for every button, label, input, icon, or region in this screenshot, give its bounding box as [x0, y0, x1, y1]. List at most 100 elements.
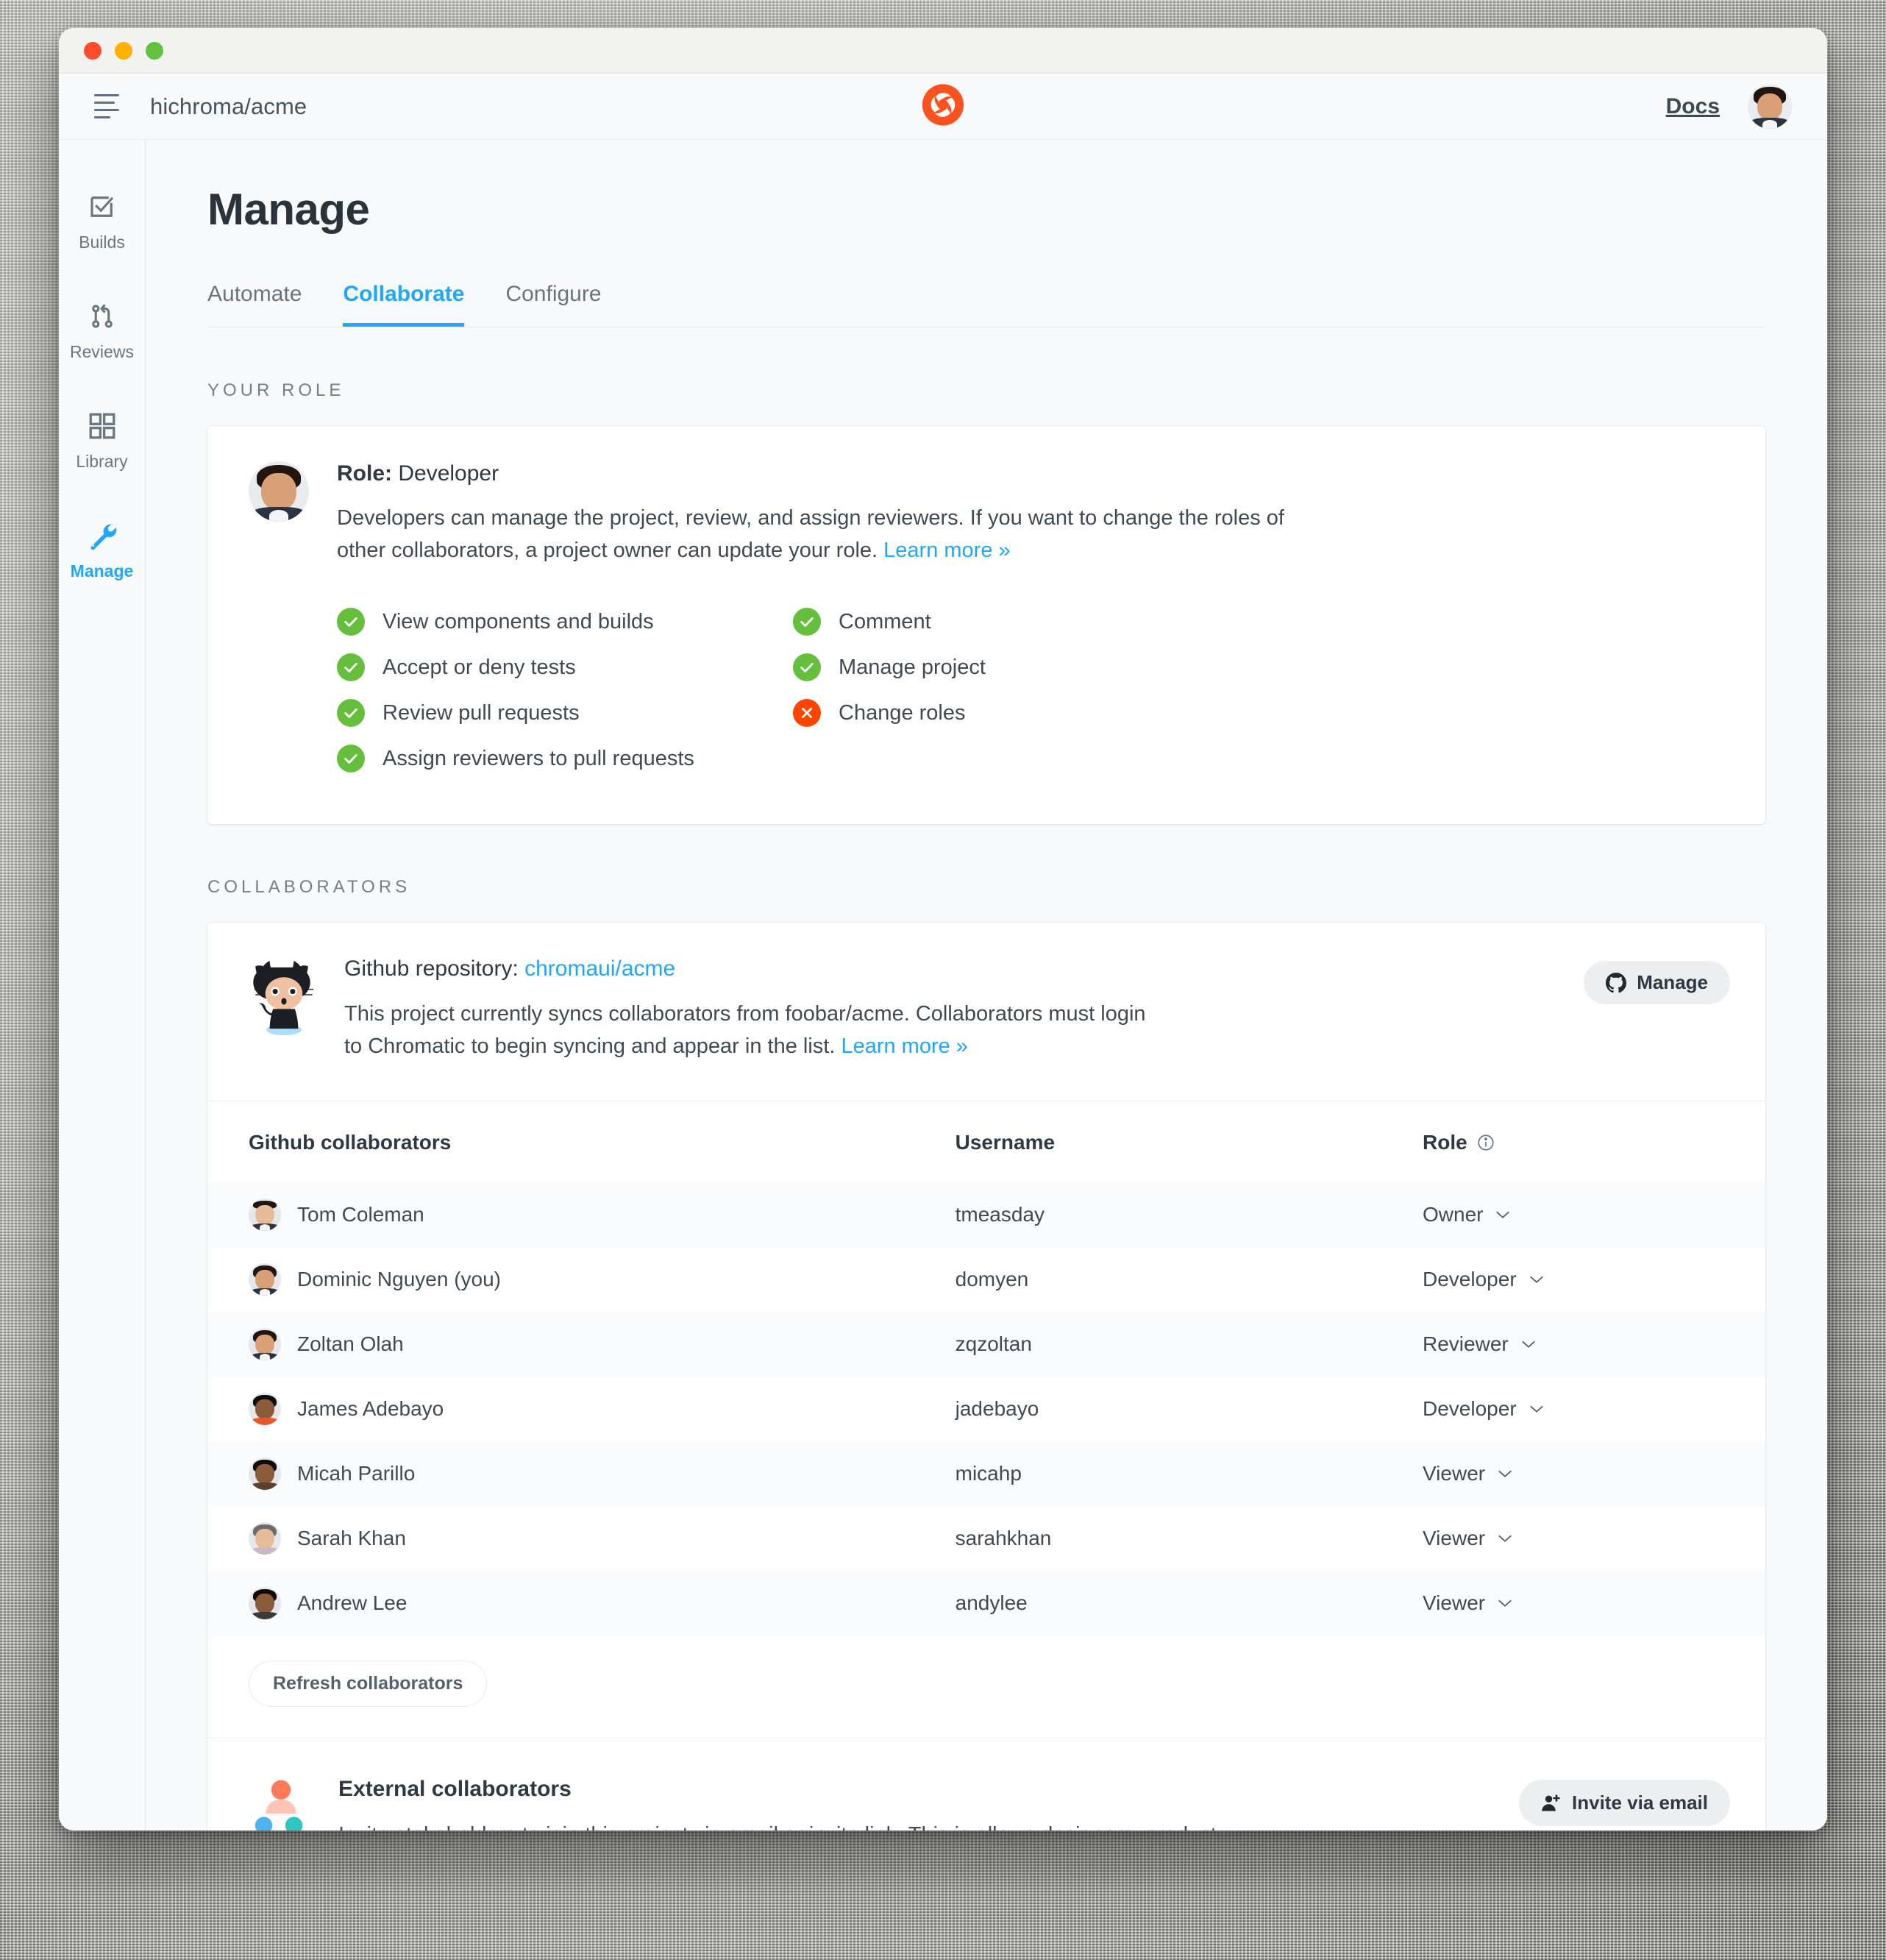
avatar	[249, 1587, 281, 1620]
table-row[interactable]: Tom Coleman tmeasday Owner	[207, 1182, 1765, 1248]
docs-link[interactable]: Docs	[1665, 93, 1720, 118]
person-plus-icon	[1542, 1794, 1560, 1811]
collaborator-role: Developer	[1423, 1268, 1517, 1291]
info-icon[interactable]	[1476, 1133, 1495, 1152]
refresh-collaborators-button[interactable]: Refresh collaborators	[249, 1661, 488, 1708]
table-row[interactable]: James Adebayo jadebayo Developer	[207, 1377, 1765, 1441]
collaborator-name-cell: Micah Parillo	[207, 1441, 956, 1506]
hamburger-menu-icon[interactable]	[94, 94, 119, 118]
external-collaborators-description: Invite stakeholders to join this project…	[338, 1819, 1258, 1831]
github-manage-label: Manage	[1637, 971, 1708, 993]
external-collaborators-section: External collaborators Invite stakeholde…	[207, 1738, 1765, 1831]
role-prefix: Role:	[337, 461, 392, 486]
collaborator-role-cell[interactable]: Owner	[1423, 1182, 1765, 1247]
tab-collaborate[interactable]: Collaborate	[343, 282, 465, 327]
sidebar-item-reviews[interactable]: Reviews	[59, 282, 145, 391]
table-header-row: Github collaborators Username Role	[207, 1101, 1765, 1182]
avatar[interactable]	[1748, 84, 1792, 129]
collaborator-role-cell[interactable]: Developer	[1423, 1247, 1765, 1312]
column-header-name: Github collaborators	[249, 1131, 452, 1154]
wrench-icon	[90, 523, 116, 550]
app-window: hichroma/acme Docs	[59, 28, 1827, 1831]
collaborator-role-cell[interactable]: Viewer	[1423, 1441, 1765, 1506]
chromatic-logo[interactable]	[922, 83, 964, 129]
permissions-column-left: View components and builds Accept or den…	[337, 599, 793, 781]
sidebar-item-label: Reviews	[70, 342, 134, 361]
check-icon	[793, 608, 821, 636]
learn-more-link[interactable]: Learn more »	[841, 1034, 968, 1059]
github-manage-button[interactable]: Manage	[1584, 961, 1730, 1004]
permissions-grid: View components and builds Accept or den…	[337, 599, 1724, 781]
avatar	[249, 1199, 281, 1232]
table-row[interactable]: Dominic Nguyen (you) domyen Developer	[207, 1247, 1765, 1312]
tab-automate[interactable]: Automate	[207, 282, 302, 306]
people-icons	[249, 1777, 313, 1831]
column-header-role-label: Role	[1423, 1131, 1467, 1154]
github-repo-prefix: Github repository:	[344, 956, 519, 981]
chevron-down-icon[interactable]	[1520, 1339, 1537, 1349]
close-button[interactable]	[84, 41, 102, 60]
permission-item: Change roles	[793, 690, 1724, 736]
permission-label: Comment	[839, 609, 931, 633]
collaborators-table: Github collaborators Username Role	[207, 1101, 1765, 1636]
minimize-button[interactable]	[115, 41, 132, 60]
permission-item: Manage project	[793, 645, 1724, 690]
sidebar-item-manage[interactable]: Manage	[59, 501, 145, 611]
zoom-button[interactable]	[146, 41, 163, 60]
sidebar-item-builds[interactable]: Builds	[59, 172, 145, 282]
permission-label: Change roles	[839, 700, 966, 725]
github-repo-title: Github repository: chromaui/acme	[344, 956, 1724, 981]
window-titlebar	[59, 28, 1827, 74]
collaborator-name: Micah Parillo	[297, 1462, 416, 1485]
chevron-down-icon[interactable]	[1497, 1598, 1513, 1608]
permission-item: Review pull requests	[337, 690, 793, 736]
collaborator-role-cell[interactable]: Developer	[1423, 1377, 1765, 1441]
chevron-down-icon[interactable]	[1529, 1404, 1545, 1414]
collaborator-name-cell: Tom Coleman	[207, 1182, 956, 1247]
chevron-down-icon[interactable]	[1495, 1210, 1511, 1220]
collaborator-username: tmeasday	[955, 1203, 1045, 1226]
page-title: Manage	[207, 185, 370, 234]
permission-item: Comment	[793, 599, 1724, 645]
sidebar: Builds Reviews Library Ma	[59, 140, 146, 1831]
person-orange-icon	[266, 1780, 296, 1814]
role-heading: Role: Developer	[337, 461, 1724, 486]
sidebar-item-library[interactable]: Library	[59, 391, 145, 501]
collaborator-username: jadebayo	[955, 1397, 1039, 1421]
collaborator-role-cell[interactable]: Viewer	[1423, 1571, 1765, 1636]
section-label-collaborators: COLLABORATORS	[207, 877, 411, 897]
collaborator-role-cell[interactable]: Viewer	[1423, 1506, 1765, 1571]
person-blue-icon	[255, 1817, 273, 1831]
table-row[interactable]: Andrew Lee andylee Viewer	[207, 1571, 1765, 1636]
avatar	[249, 1328, 281, 1361]
table-row[interactable]: Micah Parillo micahp Viewer	[207, 1441, 1765, 1507]
github-repo-banner: Github repository: chromaui/acme This pr…	[207, 923, 1765, 1101]
repo-breadcrumb[interactable]: hichroma/acme	[150, 93, 307, 119]
chevron-down-icon[interactable]	[1529, 1274, 1545, 1285]
table-row[interactable]: Zoltan Olah zqzoltan Reviewer	[207, 1312, 1765, 1377]
collaborator-role: Viewer	[1423, 1527, 1486, 1550]
avatar	[249, 1393, 281, 1426]
collaborator-name: James Adebayo	[297, 1397, 444, 1421]
role-description: Developers can manage the project, revie…	[337, 503, 1315, 567]
avatar	[249, 1457, 281, 1491]
collaborator-username: zqzoltan	[955, 1332, 1032, 1356]
github-mark-icon	[1606, 972, 1627, 993]
collaborator-name: Zoltan Olah	[297, 1332, 404, 1356]
column-header-username: Username	[955, 1131, 1056, 1154]
learn-more-link[interactable]: Learn more »	[883, 538, 1011, 562]
chevron-down-icon[interactable]	[1497, 1533, 1513, 1544]
permission-label: Manage project	[839, 655, 986, 679]
github-repo-link[interactable]: chromaui/acme	[524, 956, 676, 981]
tab-configure[interactable]: Configure	[505, 282, 602, 306]
cross-icon	[793, 699, 821, 727]
permission-label: Accept or deny tests	[382, 655, 576, 679]
permission-label: Assign reviewers to pull requests	[382, 746, 694, 770]
collaborator-role-cell[interactable]: Reviewer	[1423, 1312, 1765, 1377]
invite-via-email-label: Invite via email	[1572, 1792, 1708, 1814]
invite-via-email-button[interactable]: Invite via email	[1519, 1780, 1730, 1827]
table-row[interactable]: Sarah Khan sarahkhan Viewer	[207, 1506, 1765, 1571]
collaborator-name-cell: Dominic Nguyen (you)	[207, 1247, 956, 1312]
chevron-down-icon[interactable]	[1497, 1469, 1513, 1479]
collaborator-role: Developer	[1423, 1397, 1517, 1421]
